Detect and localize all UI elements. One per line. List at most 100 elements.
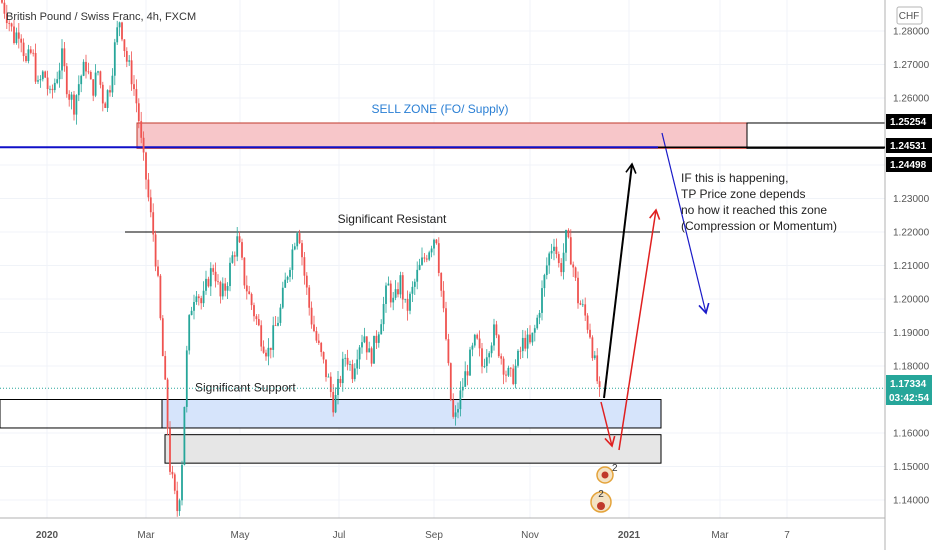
candle — [147, 173, 150, 202]
candle — [358, 344, 361, 369]
candle — [598, 376, 601, 397]
candle — [190, 306, 193, 316]
candle — [442, 281, 445, 313]
candle — [137, 98, 140, 129]
svg-text:CHF: CHF — [899, 11, 920, 22]
candle — [536, 314, 539, 330]
candle — [593, 350, 596, 360]
candle — [63, 41, 66, 72]
candle — [579, 300, 582, 306]
y-tick-label: 1.15000 — [893, 462, 930, 473]
candle — [574, 266, 577, 281]
candle — [221, 277, 224, 300]
candle — [104, 101, 107, 108]
candle — [99, 70, 102, 89]
candle — [260, 320, 263, 352]
x-tick-label: 7 — [784, 530, 790, 541]
candle — [56, 71, 59, 85]
candle — [454, 405, 457, 426]
candle — [421, 247, 423, 267]
candle — [195, 291, 198, 305]
y-tick-label: 1.18000 — [893, 362, 930, 373]
candle — [265, 349, 267, 361]
y-tick-label: 1.27000 — [893, 60, 930, 71]
svg-text:1.24498: 1.24498 — [890, 160, 927, 171]
candle — [157, 259, 159, 278]
candle — [68, 90, 71, 107]
candle — [349, 360, 351, 371]
candle — [20, 34, 23, 53]
candle — [596, 348, 599, 384]
candle — [591, 335, 594, 361]
candle — [346, 349, 349, 371]
candle — [53, 78, 56, 93]
support-zone-upper-extension — [0, 399, 163, 429]
candle — [267, 338, 270, 366]
candle — [445, 301, 447, 341]
support-zone-lower[interactable] — [164, 434, 662, 464]
candle — [581, 299, 584, 308]
x-tick-label: 2021 — [618, 530, 641, 541]
candle — [46, 70, 49, 96]
candle — [113, 38, 116, 86]
candle — [471, 342, 474, 357]
candle — [188, 314, 191, 355]
event-badge-1[interactable]: 2 — [596, 463, 618, 484]
candle — [181, 460, 183, 506]
candle — [500, 353, 503, 365]
candle — [106, 89, 109, 113]
candle — [526, 328, 529, 359]
candle — [159, 274, 162, 321]
currency-button[interactable]: CHF — [896, 6, 923, 25]
candle — [416, 261, 419, 290]
red-arrow-up[interactable] — [618, 208, 661, 451]
sell-zone-box[interactable] — [136, 122, 748, 149]
candle — [373, 335, 375, 364]
support-zone-upper[interactable] — [161, 399, 662, 429]
candle — [161, 315, 164, 357]
y-tick-label: 1.26000 — [893, 94, 930, 105]
candle — [488, 351, 491, 364]
event-badge-2[interactable]: 2 — [590, 489, 612, 513]
candle — [145, 151, 147, 190]
candle — [80, 74, 83, 93]
candle — [101, 81, 104, 112]
y-tick-label: 1.20000 — [893, 295, 930, 306]
candle — [490, 342, 493, 358]
candle — [1, 0, 3, 4]
candle — [394, 280, 397, 301]
candle — [344, 354, 347, 367]
x-axis-ticks: 2020 Mar May Jul Sep Nov 2021 Mar 7 — [36, 530, 790, 541]
candle — [269, 347, 272, 359]
candle — [233, 251, 236, 266]
candle — [404, 298, 407, 303]
candle — [397, 282, 399, 298]
candle — [356, 349, 359, 375]
candle — [293, 242, 296, 251]
blue-arrow-down[interactable] — [661, 132, 710, 315]
x-tick-label: Sep — [425, 530, 443, 541]
x-tick-label: Jul — [333, 530, 346, 541]
candle — [377, 331, 380, 348]
candle — [521, 329, 524, 359]
candle — [241, 238, 243, 261]
candle — [133, 75, 135, 96]
candle — [250, 292, 253, 310]
candle — [517, 349, 519, 368]
candle — [569, 229, 572, 265]
candle — [205, 270, 207, 295]
candle — [401, 272, 404, 309]
candle — [298, 229, 301, 245]
plot-area[interactable] — [0, 0, 885, 518]
candle — [329, 372, 332, 398]
candle — [370, 346, 373, 367]
candle — [507, 365, 510, 378]
candle — [118, 21, 121, 37]
candle — [197, 294, 200, 306]
candle — [123, 39, 126, 58]
candle — [485, 349, 488, 373]
red-arrow-down[interactable] — [600, 401, 616, 448]
black-arrow-up[interactable] — [603, 162, 637, 399]
candle — [459, 381, 462, 417]
